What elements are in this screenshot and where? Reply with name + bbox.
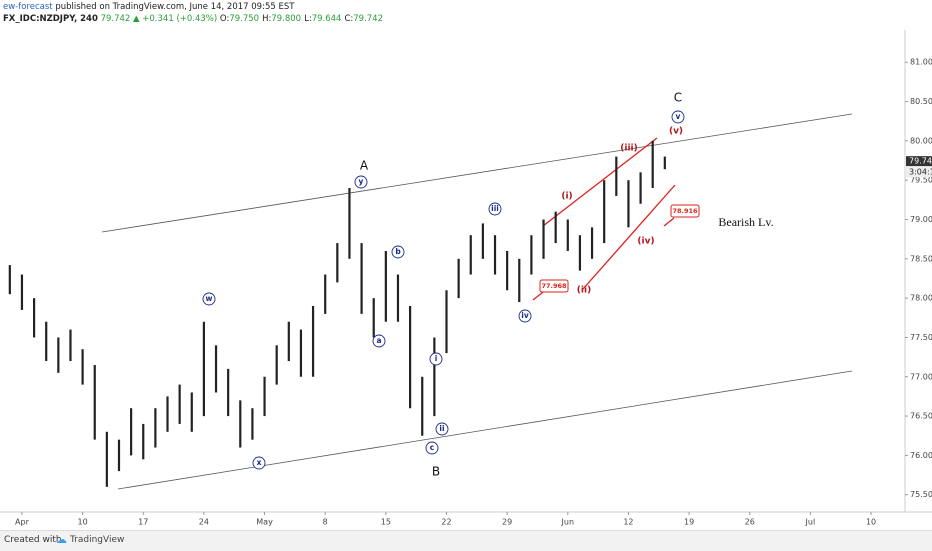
wave-circle [391, 245, 405, 259]
countdown-box [906, 167, 932, 178]
ohlc: O:79.750 H:79.800 L:79.644 C:79.742 [220, 14, 386, 24]
x-tick-label: Jun [561, 518, 575, 527]
y-tick-label: 78.000 [910, 294, 932, 303]
wave-circled: y [359, 177, 364, 186]
y-tick-label: 76.000 [910, 451, 932, 460]
ohlc-value: 79.750 [229, 14, 260, 24]
wave-circle [488, 202, 502, 216]
ohlc-key: O: [219, 14, 230, 24]
brand[interactable]: TradingView [70, 535, 125, 545]
last-price-label: 79.742 [909, 157, 932, 166]
countdown: 3:04:19 [909, 168, 932, 177]
wave-circle [425, 441, 439, 455]
arrow [663, 217, 675, 227]
channel-upper [101, 113, 853, 233]
author[interactable]: ew-forecast [3, 2, 53, 12]
ohlc-key: C: [344, 14, 354, 24]
wave-major: A [360, 159, 369, 173]
y-tick-label: 81.000 [910, 58, 932, 67]
header: ew-forecast published on TradingView.com… [0, 0, 932, 30]
wave-circle [429, 352, 443, 366]
wave-circled: x [257, 458, 262, 467]
wedge-upper [542, 137, 658, 227]
y-tick-label: 78.500 [910, 254, 932, 263]
wave-circled: b [395, 247, 401, 256]
wave-circled: c [430, 443, 434, 452]
x-tick-label: 24 [199, 518, 209, 527]
footer: Created with ☁ TradingView [0, 530, 932, 551]
wave-circled: w [206, 294, 213, 303]
wave-circle [435, 422, 449, 436]
price-box-label: 78.916 [672, 207, 698, 215]
wave-circled: i [435, 354, 438, 363]
note: Bearish Lv. [718, 215, 773, 229]
y-tick-label: 79.500 [910, 176, 932, 185]
wave-circled: v [676, 112, 681, 121]
ohlc-value: 79.742 [353, 14, 383, 24]
x-tick-label: Apr [15, 518, 30, 527]
last: 79.742 [100, 14, 131, 24]
x-tick-label: 19 [684, 518, 694, 527]
x-tick-label: 26 [745, 518, 755, 527]
y-tick-label: 79.000 [910, 215, 932, 224]
x-tick-label: 15 [381, 518, 391, 527]
price-box [539, 279, 569, 293]
ohlc-value: 79.644 [311, 14, 342, 24]
y-tick-label: 76.500 [910, 412, 932, 421]
wave-red: (iii) [620, 144, 637, 154]
last-price-box [906, 156, 932, 167]
wave-circle [671, 110, 685, 124]
x-tick-label: 10 [866, 518, 876, 527]
wave-red: (i) [561, 192, 572, 202]
price-box [670, 204, 700, 218]
wave-circle [252, 456, 266, 470]
wave-circled: iv [521, 311, 529, 320]
x-tick-label: 17 [138, 518, 148, 527]
x-tick-label: May [256, 518, 273, 527]
wedge-lower [582, 184, 676, 290]
x-tick-label: 10 [78, 518, 88, 527]
wave-circle [372, 334, 386, 348]
wave-major: B [432, 465, 440, 479]
ohlc-key: L: [304, 14, 312, 24]
created: Created with [4, 535, 62, 545]
wave-circled: ii [439, 424, 444, 433]
logo: ☁ [56, 533, 67, 546]
wave-red: (ii) [577, 286, 591, 296]
change: +0.341 (+0.43%) [142, 14, 218, 24]
y-tick-label: 77.500 [910, 333, 932, 342]
x-tick-label: 12 [623, 518, 633, 527]
wave-major: C [674, 91, 682, 105]
wave-circle [354, 175, 368, 189]
channel-lower [117, 370, 853, 490]
wave-red: (iv) [637, 237, 654, 247]
ohlc-key: H: [262, 14, 272, 24]
wave-circle [518, 309, 532, 323]
price-box-label: 77.968 [541, 282, 567, 290]
x-tick-label: Jul [805, 518, 816, 527]
wave-circle [202, 292, 216, 306]
y-tick-label: 77.000 [910, 372, 932, 381]
wave-red: (v) [669, 127, 683, 137]
y-tick-label: 75.500 [910, 490, 932, 499]
y-tick-label: 80.000 [910, 136, 932, 145]
x-tick-label: 29 [502, 518, 512, 527]
chart: ABCywxabciiiiiiivv(i)(ii)(iii)(iv)(v)77.… [0, 30, 932, 527]
y-tick-label: 80.500 [910, 97, 932, 106]
wave-circled: iii [491, 204, 499, 213]
published: published on TradingView.com, June 14, 2… [55, 2, 295, 12]
x-tick-label: 8 [323, 518, 328, 527]
wave-circled: a [376, 336, 381, 345]
x-tick-label: 22 [441, 518, 451, 527]
arrow [532, 291, 544, 301]
ohlc-value: 79.800 [271, 14, 302, 24]
symbol: FX_IDC:NZDJPY, 240 [3, 14, 98, 24]
